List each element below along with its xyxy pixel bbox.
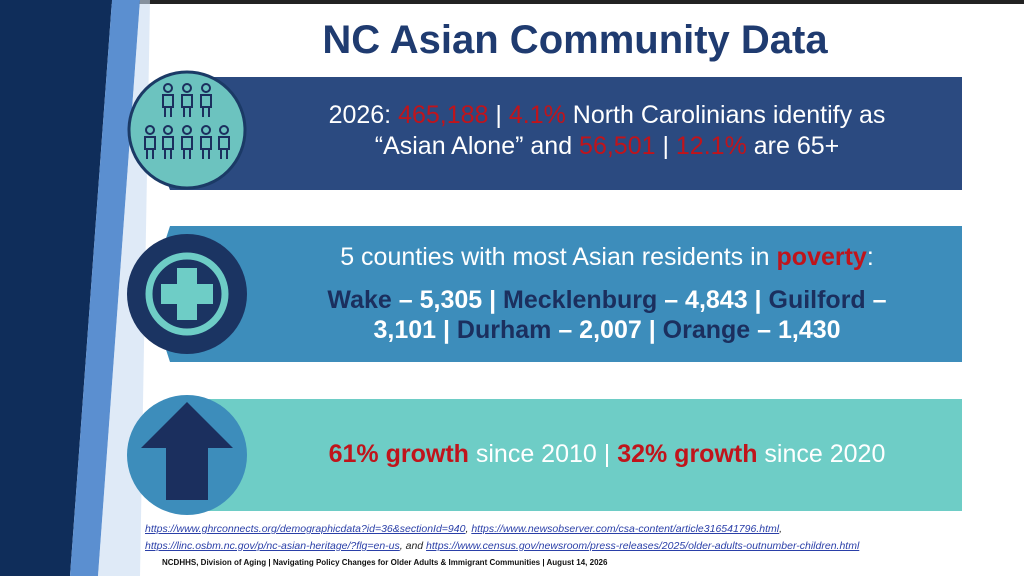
source-link[interactable]: https://www.newsobserver.com/csa-content… — [471, 523, 780, 535]
people-icon — [144, 83, 230, 159]
text: – 5,305 | — [391, 286, 504, 314]
text: – — [865, 286, 887, 314]
source-link[interactable]: https://linc.osbm.nc.gov/p/nc-asian-heri… — [145, 540, 400, 552]
separator: , — [465, 523, 472, 535]
highlight: 12.1% — [675, 132, 747, 160]
text-line: 5 counties with most Asian residents in … — [262, 243, 952, 272]
arrow-icon — [141, 402, 233, 500]
highlight: 465,188 — [398, 101, 489, 129]
text-line: 61% growth since 2010 | 32% growth since… — [262, 440, 952, 469]
highlight: 61% growth — [328, 440, 469, 468]
text: 3,101 | — [373, 316, 457, 344]
banner-3 — [148, 399, 962, 511]
highlight: 32% growth — [617, 440, 758, 468]
banner-1 — [148, 77, 962, 190]
text: – 4,843 | — [657, 286, 769, 314]
text-line: 3,101 | Durham – 2,007 | Orange – 1,430 — [262, 316, 952, 345]
top-border — [0, 0, 1024, 4]
text: | — [488, 101, 509, 129]
source-link[interactable]: https://www.ghrconnects.org/demographicd… — [145, 523, 466, 535]
title: NC Asian Community Data — [322, 18, 828, 62]
county: Guilford — [768, 286, 866, 314]
source-link[interactable]: https://www.census.gov/newsroom/press-re… — [426, 540, 860, 552]
county: Mecklenburg — [503, 286, 658, 314]
text-line: 2026: 465,188 | 4.1% North Carolinians i… — [262, 101, 952, 130]
county: Durham — [456, 316, 552, 344]
highlight: 4.1% — [508, 101, 566, 129]
text: 2026: — [328, 101, 399, 129]
text: since 2010 | — [468, 440, 618, 468]
sources-line: https://www.ghrconnects.org/demographicd… — [145, 523, 782, 535]
text-line: Wake – 5,305 | Mecklenburg – 4,843 | Gui… — [262, 286, 952, 315]
plus-icon — [161, 268, 213, 320]
sources-line: https://linc.osbm.nc.gov/p/nc-asian-heri… — [145, 540, 859, 552]
text: North Carolinians identify as — [565, 101, 886, 129]
county: Wake — [327, 286, 392, 314]
text: : — [866, 243, 874, 271]
footer: NCDHHS, Division of Aging | Navigating P… — [162, 558, 608, 567]
people-icon-circle — [127, 70, 247, 190]
separator: , — [779, 523, 782, 535]
side-stripe — [70, 0, 140, 576]
separator: , and — [399, 540, 427, 552]
text: “Asian Alone” and — [374, 132, 580, 160]
text: | — [655, 132, 676, 160]
text: – 1,430 — [750, 316, 841, 344]
side-band — [0, 0, 112, 576]
highlight: poverty — [776, 243, 867, 271]
highlight: 56,501 — [579, 132, 656, 160]
plus-icon-ring — [145, 252, 229, 336]
banner-2 — [148, 226, 962, 362]
text: are 65+ — [746, 132, 840, 160]
text: 5 counties with most Asian residents in — [340, 243, 777, 271]
county: Orange — [662, 316, 751, 344]
text: – 2,007 | — [551, 316, 663, 344]
text: since 2020 — [757, 440, 886, 468]
text-line: “Asian Alone” and 56,501 | 12.1% are 65+ — [262, 132, 952, 161]
